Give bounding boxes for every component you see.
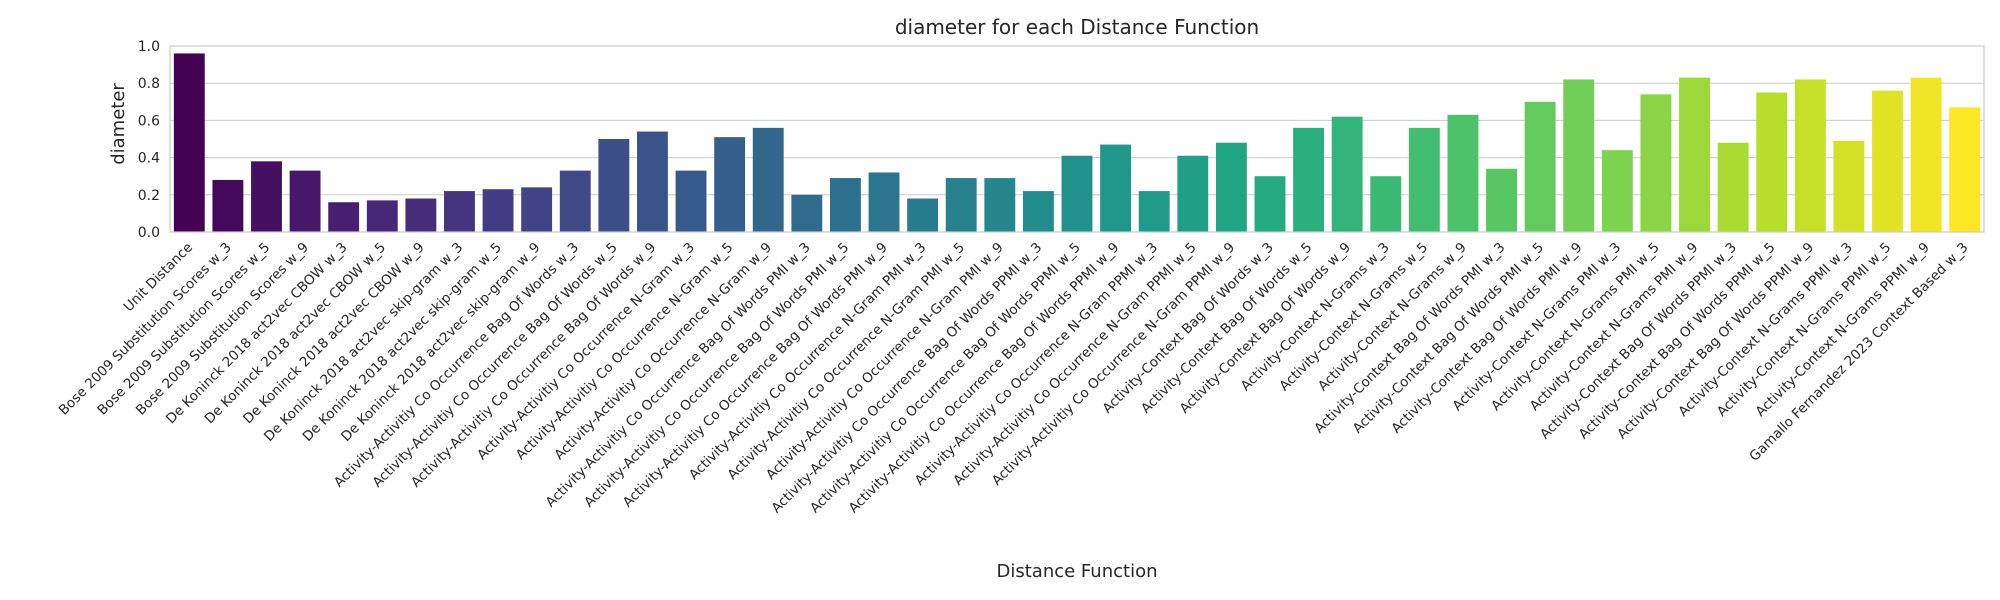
bar: [366, 200, 398, 232]
chart-title: diameter for each Distance Function: [895, 15, 1259, 39]
bar: [1601, 150, 1633, 232]
bar: [1640, 94, 1672, 232]
bar: [1833, 140, 1865, 232]
y-tick-label: 0.2: [138, 188, 160, 204]
bar: [1563, 79, 1595, 232]
bar: [714, 137, 746, 232]
bar: [1293, 127, 1325, 232]
y-axis-ticks: 0.0 0.2 0.4 0.6 0.8 1.0: [138, 39, 160, 241]
bar: [559, 170, 591, 232]
y-tick-label: 0.0: [138, 225, 160, 241]
bar: [752, 127, 784, 232]
bar: [1100, 144, 1132, 232]
bar: [1061, 155, 1093, 232]
bar: [945, 178, 977, 232]
bar: [984, 178, 1016, 232]
bar: [289, 170, 321, 232]
bar: [868, 172, 900, 232]
bar: [1949, 107, 1981, 232]
bar: [405, 198, 437, 232]
bar: [791, 194, 823, 232]
bar: [907, 198, 939, 232]
bar: [1370, 176, 1402, 232]
bar: [1408, 127, 1440, 232]
bars: [173, 53, 1981, 233]
y-tick-label: 1.0: [138, 39, 160, 55]
y-tick-label: 0.8: [138, 76, 160, 92]
bar: [482, 189, 514, 232]
bar: [1679, 77, 1710, 233]
bar: [1447, 114, 1479, 232]
bar: [1022, 191, 1054, 232]
bar: [521, 187, 553, 232]
bar: [1138, 191, 1170, 232]
y-axis-label: diameter: [108, 83, 129, 165]
bar: [1177, 155, 1209, 232]
bar: [1254, 176, 1286, 232]
bar: [637, 131, 668, 232]
x-axis-label: Distance Function: [997, 561, 1158, 582]
bar: [251, 161, 282, 232]
bar: [1910, 77, 1942, 233]
y-tick-label: 0.6: [138, 113, 160, 129]
bar: [444, 191, 475, 232]
y-tick-label: 0.4: [138, 151, 160, 167]
bar: [1331, 116, 1363, 232]
bar: [212, 179, 244, 232]
bar: [328, 202, 360, 232]
bar: [829, 178, 861, 232]
bar: [1756, 92, 1788, 232]
plot-frame: [169, 45, 1985, 233]
bar: [1794, 79, 1826, 232]
bar: [675, 170, 707, 232]
bar: [1524, 101, 1556, 232]
bar: [1872, 90, 1903, 232]
bar: [1486, 168, 1517, 232]
bar: [173, 53, 205, 232]
bar: [1215, 142, 1247, 232]
bar: [598, 139, 630, 232]
bar: [1717, 142, 1749, 232]
